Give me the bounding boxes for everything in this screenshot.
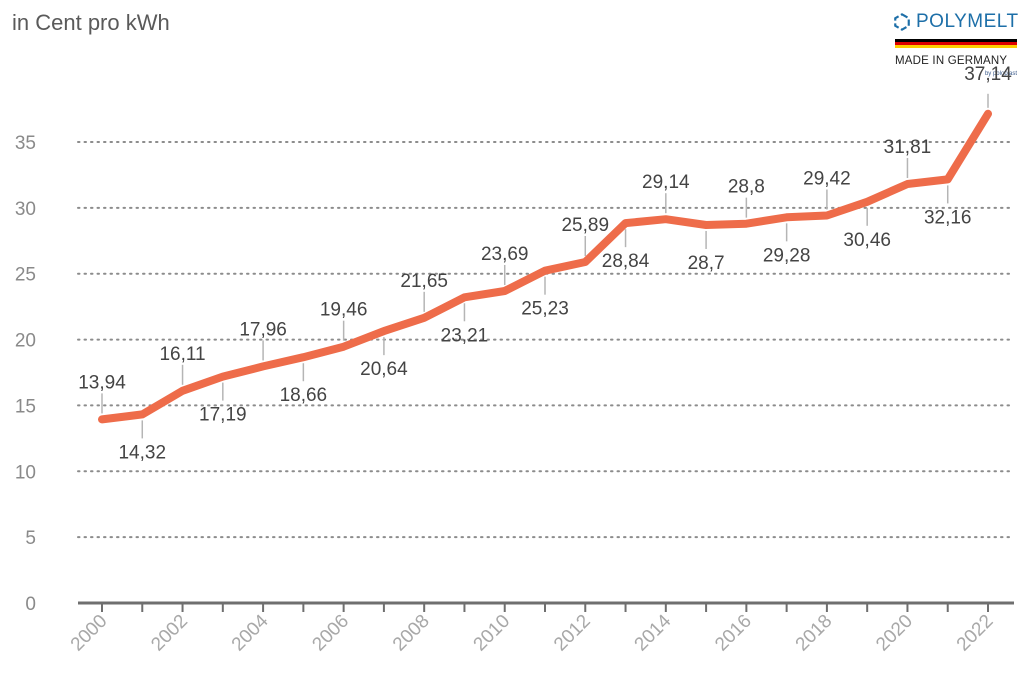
- y-tick-label: 30: [15, 199, 36, 220]
- x-axis-ticks: 2000 2002 2004 2006 2008 2010 2012 2014 2016 2018…: [67, 603, 998, 655]
- y-tick-label: 25: [15, 265, 36, 286]
- y-tick-label: 35: [15, 133, 36, 154]
- polymelt-mark-icon: [894, 13, 910, 31]
- logo-byline: by poloplast: [984, 71, 1017, 77]
- data-label: 29,14: [642, 172, 690, 193]
- data-labels: 13,94 14,32 16,11 17,19 17,96 18,66 19,46 20,64…: [78, 64, 1012, 464]
- data-label: 14,32: [118, 442, 166, 463]
- y-axis-unit-label: in Cent pro kWh: [12, 10, 170, 35]
- x-tick-label: 2000: [67, 611, 112, 656]
- y-tick-label: 5: [25, 528, 36, 549]
- label-leader-lines: [101, 93, 989, 439]
- data-label: 29,42: [803, 168, 851, 189]
- data-label: 37,14: [964, 64, 1012, 85]
- german-flag-stripe: [895, 39, 1017, 48]
- data-label: 20,64: [360, 359, 408, 380]
- data-label: 23,69: [481, 244, 529, 265]
- data-label: 25,23: [521, 299, 569, 320]
- data-label: 21,65: [400, 271, 448, 292]
- data-label: 28,84: [602, 251, 650, 272]
- x-tick-label: 2008: [389, 611, 434, 656]
- x-tick-label: 2010: [470, 611, 515, 656]
- x-tick-label: 2002: [147, 611, 192, 656]
- data-label: 16,11: [159, 344, 205, 365]
- data-label: 31,81: [884, 137, 932, 158]
- data-label: 13,94: [78, 372, 126, 393]
- data-label: 25,89: [561, 215, 609, 236]
- y-tick-label: 10: [15, 462, 36, 483]
- series-line: [98, 109, 992, 424]
- y-tick-label: 0: [25, 594, 36, 615]
- x-tick-label: 2006: [308, 611, 353, 656]
- x-tick-label: 2012: [550, 611, 595, 656]
- x-tick-label: 2014: [631, 610, 676, 655]
- x-tick-label: 2020: [872, 611, 917, 656]
- y-tick-label: 15: [15, 396, 36, 417]
- x-tick-label: 2004: [228, 610, 273, 655]
- data-label: 17,19: [199, 405, 247, 426]
- data-label: 30,46: [843, 230, 891, 251]
- x-tick-label: 2016: [711, 611, 756, 656]
- y-tick-label: 20: [15, 331, 36, 352]
- logo-brand: POLYMELT: [893, 11, 1019, 33]
- data-label: 29,28: [763, 245, 811, 266]
- data-label: 17,96: [239, 319, 287, 340]
- data-label: 19,46: [320, 300, 368, 321]
- data-label: 28,7: [688, 253, 725, 274]
- logo-tagline: MADE IN GERMANY: [895, 55, 1008, 67]
- x-tick-label: 2018: [792, 611, 837, 656]
- data-label: 18,66: [280, 385, 328, 406]
- data-label: 23,21: [441, 325, 489, 346]
- x-tick-label: 2022: [953, 611, 998, 656]
- logo-brand-name: POLYMELT: [916, 11, 1019, 32]
- data-label: 32,16: [924, 207, 972, 228]
- polymelt-logo: POLYMELT MADE IN GERMANY by poloplast: [893, 8, 1019, 80]
- data-label: 28,8: [728, 177, 765, 198]
- y-axis-ticks: 0 5 10 15 20 25 30 35: [15, 133, 36, 615]
